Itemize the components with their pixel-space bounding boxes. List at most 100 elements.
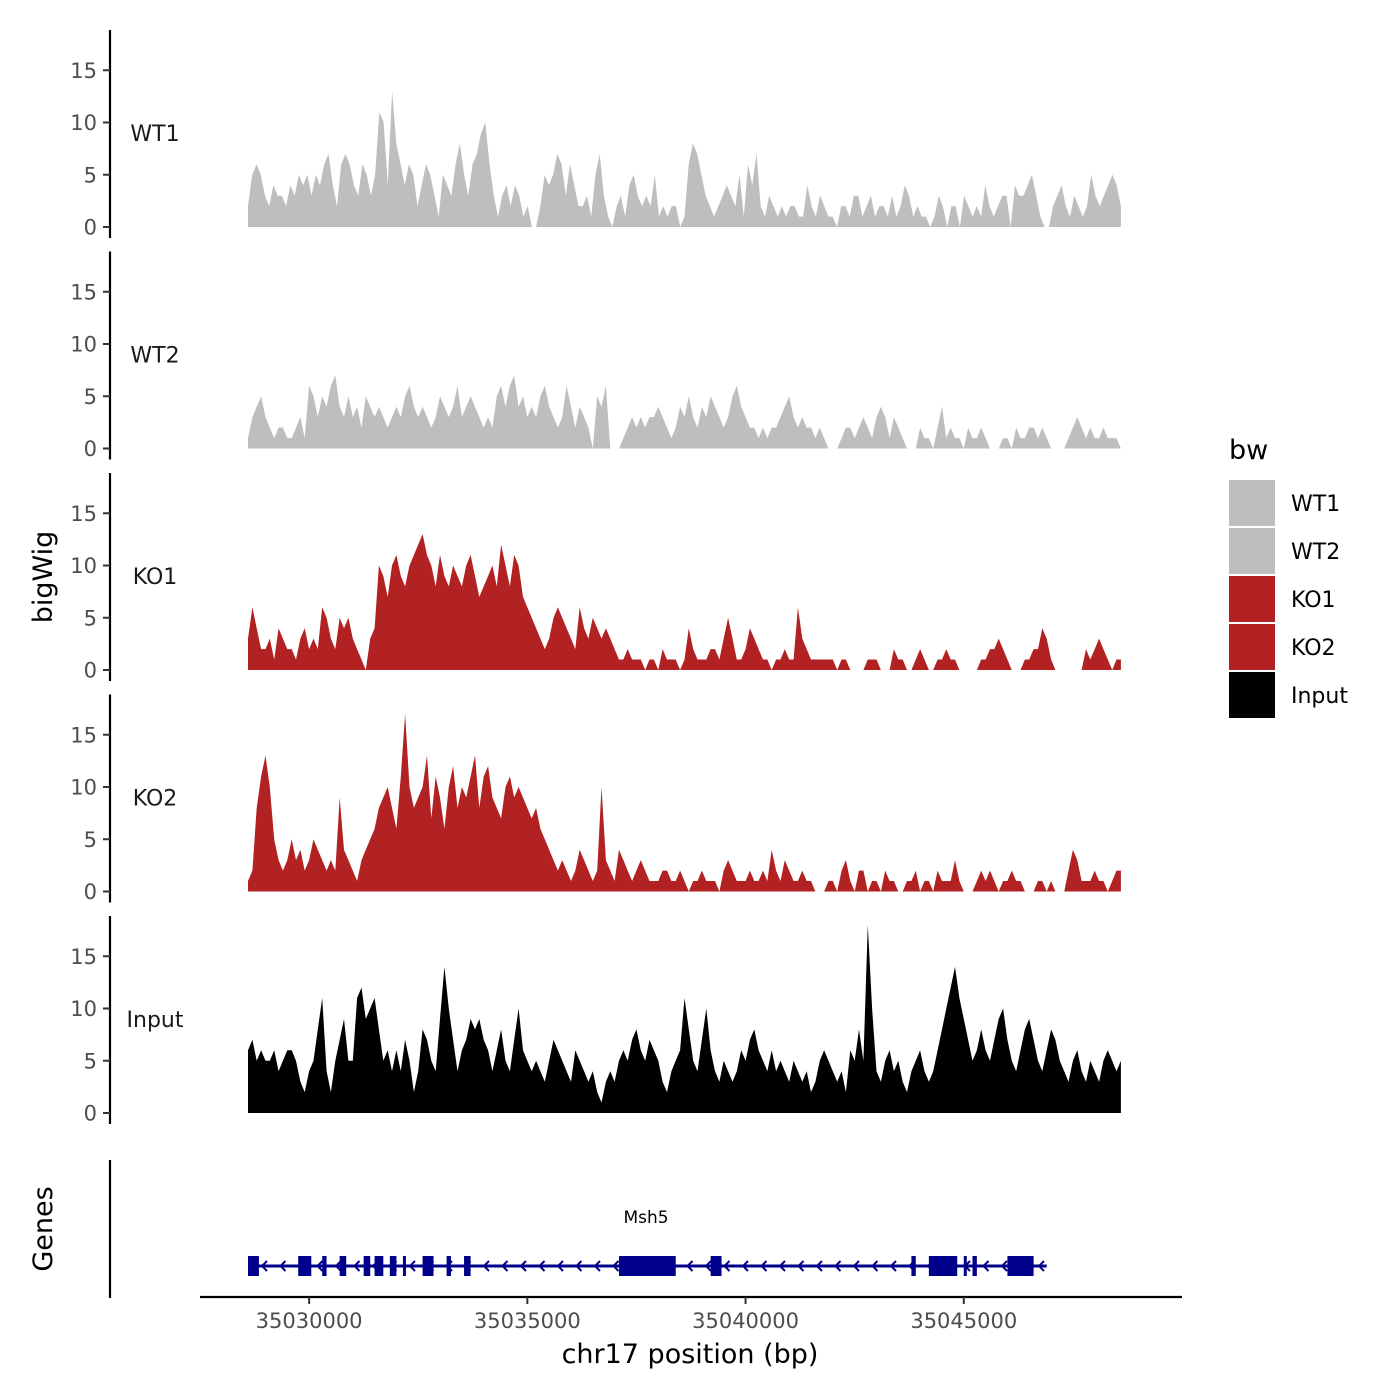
strand-arrow-icon [334, 1260, 342, 1272]
strand-arrow-icon [260, 1260, 268, 1272]
gene-exon [972, 1256, 977, 1276]
bigwig-tracks: 0 5 10 15 WT1 0 5 10 15 WT2 0 5 10 15 KO1 0 5 10 15 KO2 0 5 10… [70, 30, 1121, 1126]
y-tick-label: 15 [70, 945, 97, 969]
y-tick-label: 15 [70, 280, 97, 304]
strand-arrow-icon [741, 1260, 749, 1272]
y-tick-label: 5 [84, 1049, 97, 1073]
strand-arrow-icon [353, 1260, 361, 1272]
track-wt2: 0 5 10 15 WT2 [70, 251, 1121, 461]
strand-arrow-icon [408, 1260, 416, 1272]
gene-exon [963, 1256, 967, 1276]
legend-title: bw [1229, 435, 1268, 466]
strand-arrow-icon [815, 1260, 823, 1272]
legend-label: WT2 [1291, 540, 1340, 565]
legend-key-wt2 [1229, 528, 1275, 574]
y-tick-label: 15 [70, 59, 97, 83]
gene-exon [710, 1256, 722, 1276]
bigwig-axis-title: bigWig [28, 531, 59, 624]
strand-arrow-icon [556, 1260, 564, 1272]
track-label: Input [127, 1008, 184, 1033]
track-ko2: 0 5 10 15 KO2 [70, 694, 1121, 904]
strand-arrow-icon [593, 1260, 601, 1272]
gene-exon [339, 1256, 347, 1276]
gene-exon [298, 1256, 312, 1276]
gene-exon [618, 1256, 676, 1276]
strand-arrow-icon [723, 1260, 731, 1272]
gene-exon [464, 1256, 471, 1276]
area-ko2 [248, 713, 1121, 892]
gene-exon [402, 1256, 406, 1276]
x-tick-label: 35045000 [910, 1309, 1017, 1333]
gene-exon [363, 1256, 371, 1276]
strand-arrow-icon [519, 1260, 527, 1272]
strand-arrow-icon [1037, 1260, 1045, 1272]
strand-arrow-icon [852, 1260, 860, 1272]
strand-arrow-icon [316, 1260, 324, 1272]
strand-arrow-icon [575, 1260, 583, 1272]
track-wt1: 0 5 10 15 WT1 [70, 30, 1121, 240]
y-tick-label: 0 [84, 216, 97, 240]
y-tick-label: 5 [84, 828, 97, 852]
gene-exon [389, 1256, 397, 1276]
legend-key-input [1229, 672, 1275, 718]
track-input: 0 5 10 15 Input [70, 916, 1121, 1126]
y-tick-label: 10 [70, 776, 97, 800]
gene-name-label: Msh5 [623, 1208, 668, 1228]
gene-exon [374, 1256, 384, 1276]
strand-arrow-icon [871, 1260, 879, 1272]
x-axis: 35030000 35035000 35040000 35045000 [200, 1295, 1182, 1333]
legend-key-ko1 [1229, 576, 1275, 622]
x-tick-label: 35030000 [256, 1309, 363, 1333]
gene-exon [248, 1256, 259, 1276]
track-ko1: 0 5 10 15 KO1 [70, 473, 1121, 683]
legend: bw WT1 WT2 KO1 KO2 Input [1229, 435, 1348, 718]
strand-arrow-icon [279, 1260, 287, 1272]
y-tick-label: 10 [70, 333, 97, 357]
strand-arrow-icon [686, 1260, 694, 1272]
gene-exon [928, 1256, 958, 1276]
strand-arrow-icon [982, 1260, 990, 1272]
y-tick-label: 5 [84, 606, 97, 630]
y-tick-label: 10 [70, 554, 97, 578]
strand-arrow-icon [760, 1260, 768, 1272]
y-tick-label: 10 [70, 997, 97, 1021]
track-label: KO1 [133, 565, 178, 590]
legend-label: KO2 [1291, 636, 1336, 661]
y-tick-label: 5 [84, 385, 97, 409]
gene-panel: Msh5 [108, 1160, 1047, 1298]
strand-arrow-icon [482, 1260, 490, 1272]
strand-arrow-icon [501, 1260, 509, 1272]
legend-label: WT1 [1291, 492, 1340, 517]
strand-arrow-icon [889, 1260, 897, 1272]
legend-label: KO1 [1291, 588, 1336, 613]
gene-exon [422, 1256, 434, 1276]
strand-arrow-icon [538, 1260, 546, 1272]
genes-axis-title: Genes [28, 1186, 59, 1271]
strand-arrow-icon [612, 1260, 620, 1272]
strand-arrow-icon [1000, 1260, 1008, 1272]
y-tick-label: 5 [84, 163, 97, 187]
legend-key-wt1 [1229, 480, 1275, 526]
track-label: KO2 [133, 787, 178, 812]
y-tick-label: 15 [70, 502, 97, 526]
area-input [248, 924, 1121, 1113]
track-label: WT2 [130, 344, 179, 369]
y-tick-label: 0 [84, 659, 97, 683]
x-tick-label: 35035000 [474, 1309, 581, 1333]
y-tick-label: 0 [84, 437, 97, 461]
area-wt2 [248, 375, 1121, 449]
gene-exon [911, 1256, 916, 1276]
legend-key-ko2 [1229, 624, 1275, 670]
track-label: WT1 [130, 122, 179, 147]
gene-exon [322, 1256, 327, 1276]
area-wt1 [248, 91, 1121, 227]
gene-exon [1007, 1256, 1034, 1276]
x-tick-label: 35040000 [692, 1309, 799, 1333]
strand-arrow-icon [797, 1260, 805, 1272]
x-axis-title: chr17 position (bp) [562, 1339, 819, 1370]
gene-exon [446, 1256, 451, 1276]
legend-label: Input [1291, 684, 1348, 709]
strand-arrow-icon [704, 1260, 712, 1272]
y-tick-label: 10 [70, 111, 97, 135]
